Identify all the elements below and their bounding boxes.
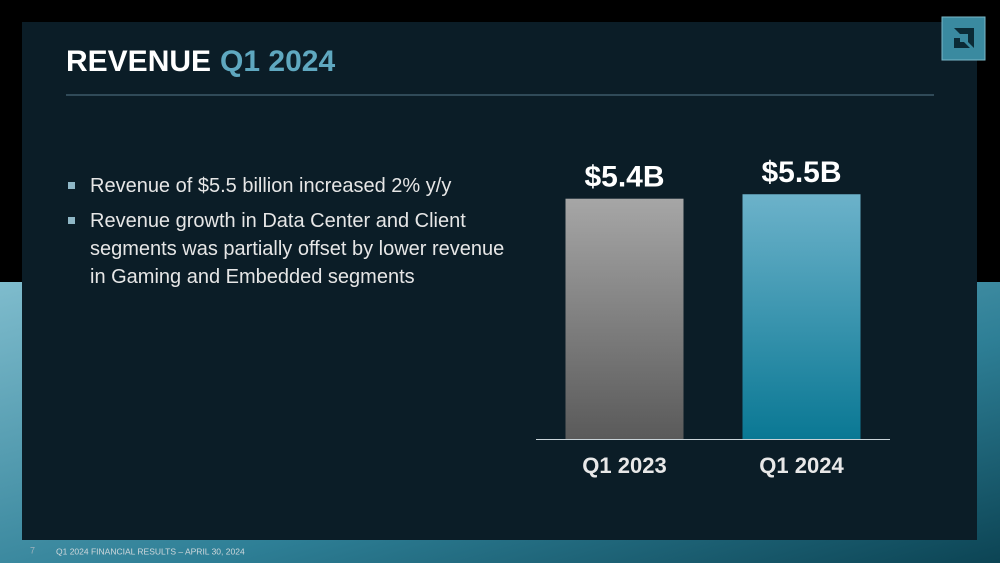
page-number: 7 xyxy=(30,545,35,555)
value-label: $5.5B xyxy=(761,156,841,189)
logo xyxy=(941,16,986,61)
x-tick-label: Q1 2024 xyxy=(759,453,844,478)
bar xyxy=(742,194,861,439)
x-tick-label: Q1 2023 xyxy=(582,453,666,478)
bullet: Revenue of $5.5 billion increased 2% y/y xyxy=(66,172,510,200)
footer: Q1 2024 FINANCIAL RESULTS – APRIL 30, 20… xyxy=(56,546,245,556)
value-label: $5.4B xyxy=(584,161,664,194)
logo-mark xyxy=(954,28,974,48)
bar xyxy=(565,198,684,439)
bullet: Revenue growth in Data Center and Client… xyxy=(66,207,510,291)
logo-box xyxy=(941,16,986,61)
slide-title: REVENUE Q1 2024 xyxy=(66,45,335,78)
bullet-list: Revenue of $5.5 billion increased 2% y/y… xyxy=(66,172,506,298)
title-main: REVENUE xyxy=(66,45,211,78)
title-highlight: Q1 2024 xyxy=(220,45,335,78)
